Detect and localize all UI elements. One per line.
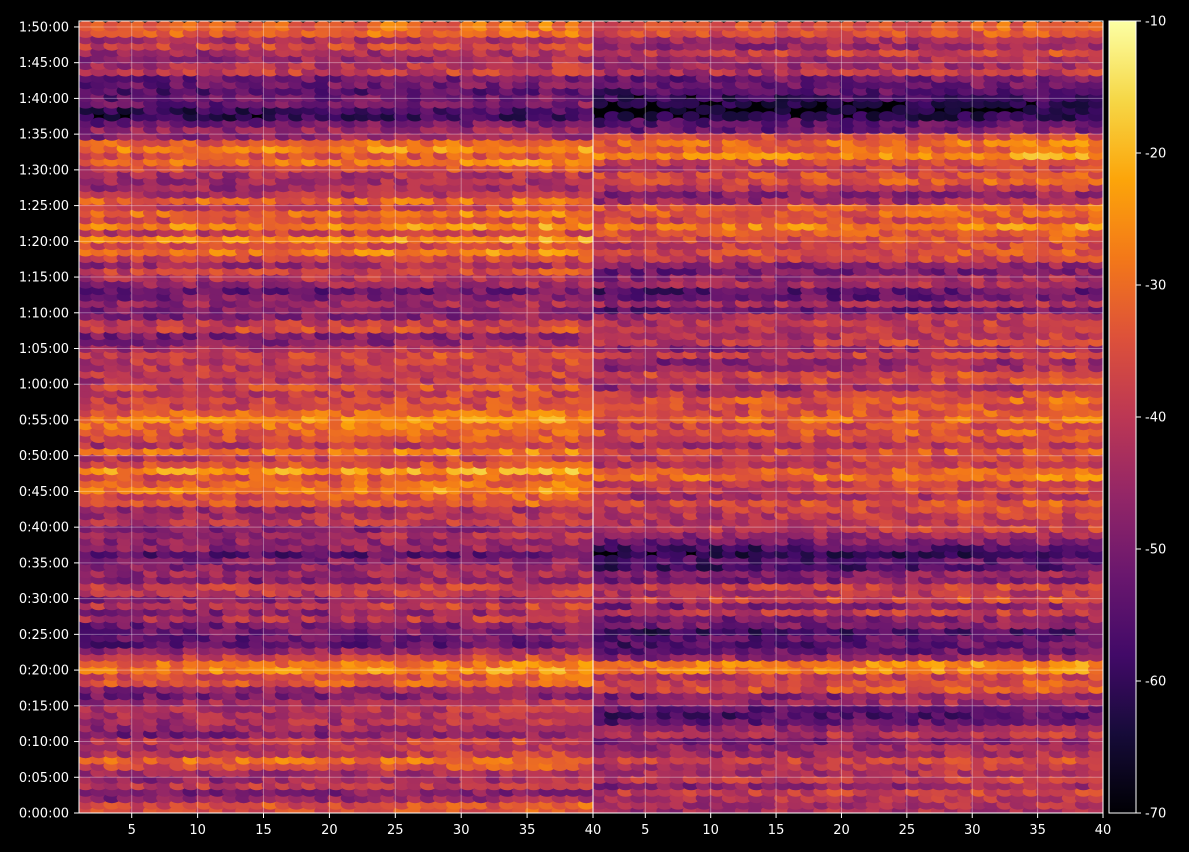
heatmap-cell bbox=[116, 117, 134, 128]
heatmap-cell bbox=[79, 576, 81, 583]
heatmap-cell bbox=[314, 21, 332, 32]
left-heatmap-panel bbox=[79, 21, 593, 813]
heatmap-cell bbox=[143, 21, 160, 32]
heatmap-cell bbox=[327, 21, 345, 32]
heatmap-cell bbox=[79, 717, 81, 725]
heatmap-cell bbox=[103, 21, 121, 32]
heatmap-cell bbox=[79, 119, 81, 126]
heatmap-cell bbox=[301, 21, 319, 32]
heatmap-cell bbox=[116, 21, 134, 32]
heatmap-cell bbox=[79, 260, 81, 268]
heatmap-cell bbox=[79, 402, 81, 409]
heatmap-cell bbox=[79, 653, 81, 660]
heatmap-cell bbox=[274, 21, 292, 32]
heatmap-cell bbox=[538, 21, 556, 32]
heatmap-cell bbox=[79, 286, 81, 294]
heatmap-cell bbox=[79, 190, 81, 197]
heatmap-cell bbox=[261, 21, 279, 32]
heatmap-cell bbox=[79, 582, 81, 590]
heatmap-cell bbox=[459, 21, 477, 32]
heatmap-cell bbox=[512, 21, 529, 32]
heatmap-cell bbox=[525, 21, 543, 32]
heatmap-cell bbox=[79, 331, 81, 339]
heatmap-cell bbox=[195, 21, 213, 32]
heatmap-cell bbox=[79, 756, 81, 763]
heatmap-cell bbox=[79, 74, 81, 81]
heatmap-cell bbox=[79, 42, 81, 49]
heatmap-cell bbox=[79, 215, 81, 223]
heatmap-cell bbox=[432, 21, 450, 32]
heatmap-cell bbox=[182, 21, 200, 32]
heatmap-cell bbox=[248, 117, 266, 128]
heatmap-cell bbox=[79, 466, 81, 474]
heatmap-cell bbox=[288, 21, 305, 32]
heatmap-cell bbox=[248, 21, 266, 32]
heatmap-cell bbox=[419, 21, 437, 32]
heatmap-cell bbox=[79, 80, 81, 88]
heatmap-cell bbox=[79, 441, 81, 448]
heatmap-cell bbox=[129, 21, 147, 32]
heatmap-cell bbox=[79, 685, 81, 692]
heatmap-cell bbox=[79, 511, 81, 519]
heatmap-cell bbox=[222, 21, 240, 32]
heatmap-cell bbox=[79, 723, 81, 731]
heatmap-cell bbox=[79, 363, 81, 371]
heatmap-cell bbox=[380, 21, 398, 32]
heatmap-cell bbox=[79, 614, 81, 622]
heatmap-cell bbox=[79, 222, 81, 229]
heatmap-cell bbox=[79, 396, 81, 403]
right-heatmap-panel bbox=[593, 21, 1103, 813]
heatmap-cell bbox=[79, 505, 81, 512]
heatmap-cell bbox=[393, 21, 411, 32]
heatmap-cell bbox=[79, 794, 81, 802]
heatmap-cell bbox=[551, 21, 569, 32]
heatmap-cell bbox=[79, 113, 81, 120]
heatmap-cell bbox=[79, 325, 81, 332]
heatmap-cell bbox=[340, 21, 358, 32]
heatmap-cell bbox=[90, 21, 108, 32]
heatmap-cell bbox=[90, 117, 108, 128]
heatmap-cell bbox=[79, 543, 81, 551]
heatmap-cell bbox=[367, 21, 384, 32]
heatmap-cell bbox=[79, 473, 81, 480]
heatmap-cell bbox=[472, 21, 490, 32]
heatmap-cell bbox=[79, 788, 81, 795]
heatmap-cell bbox=[406, 21, 424, 32]
heatmap-cell bbox=[79, 293, 81, 300]
heatmap-cell bbox=[79, 21, 95, 32]
heatmap-cell bbox=[485, 21, 503, 32]
heatmap-cell bbox=[577, 21, 593, 32]
heatmap-cell bbox=[79, 357, 81, 364]
heatmap-cell bbox=[79, 254, 81, 262]
heatmap-cell bbox=[498, 21, 516, 32]
heatmap-cell bbox=[79, 434, 81, 442]
heatmap-cell bbox=[353, 21, 371, 32]
heatmap-cell bbox=[79, 145, 81, 152]
heatmap-cell bbox=[208, 21, 226, 32]
heatmap-cell bbox=[156, 21, 174, 32]
heatmap-cell bbox=[79, 762, 81, 770]
heatmap-cell bbox=[446, 21, 464, 32]
heatmap-cell bbox=[79, 608, 81, 615]
heatmap-cell bbox=[79, 537, 81, 544]
heatmap-cell bbox=[79, 646, 81, 654]
heatmap-cell bbox=[79, 151, 81, 159]
heatmap-cell bbox=[235, 21, 253, 32]
heatmap-cell bbox=[79, 183, 81, 191]
heatmap-cell bbox=[169, 21, 187, 32]
heatmap-cell bbox=[564, 21, 582, 32]
